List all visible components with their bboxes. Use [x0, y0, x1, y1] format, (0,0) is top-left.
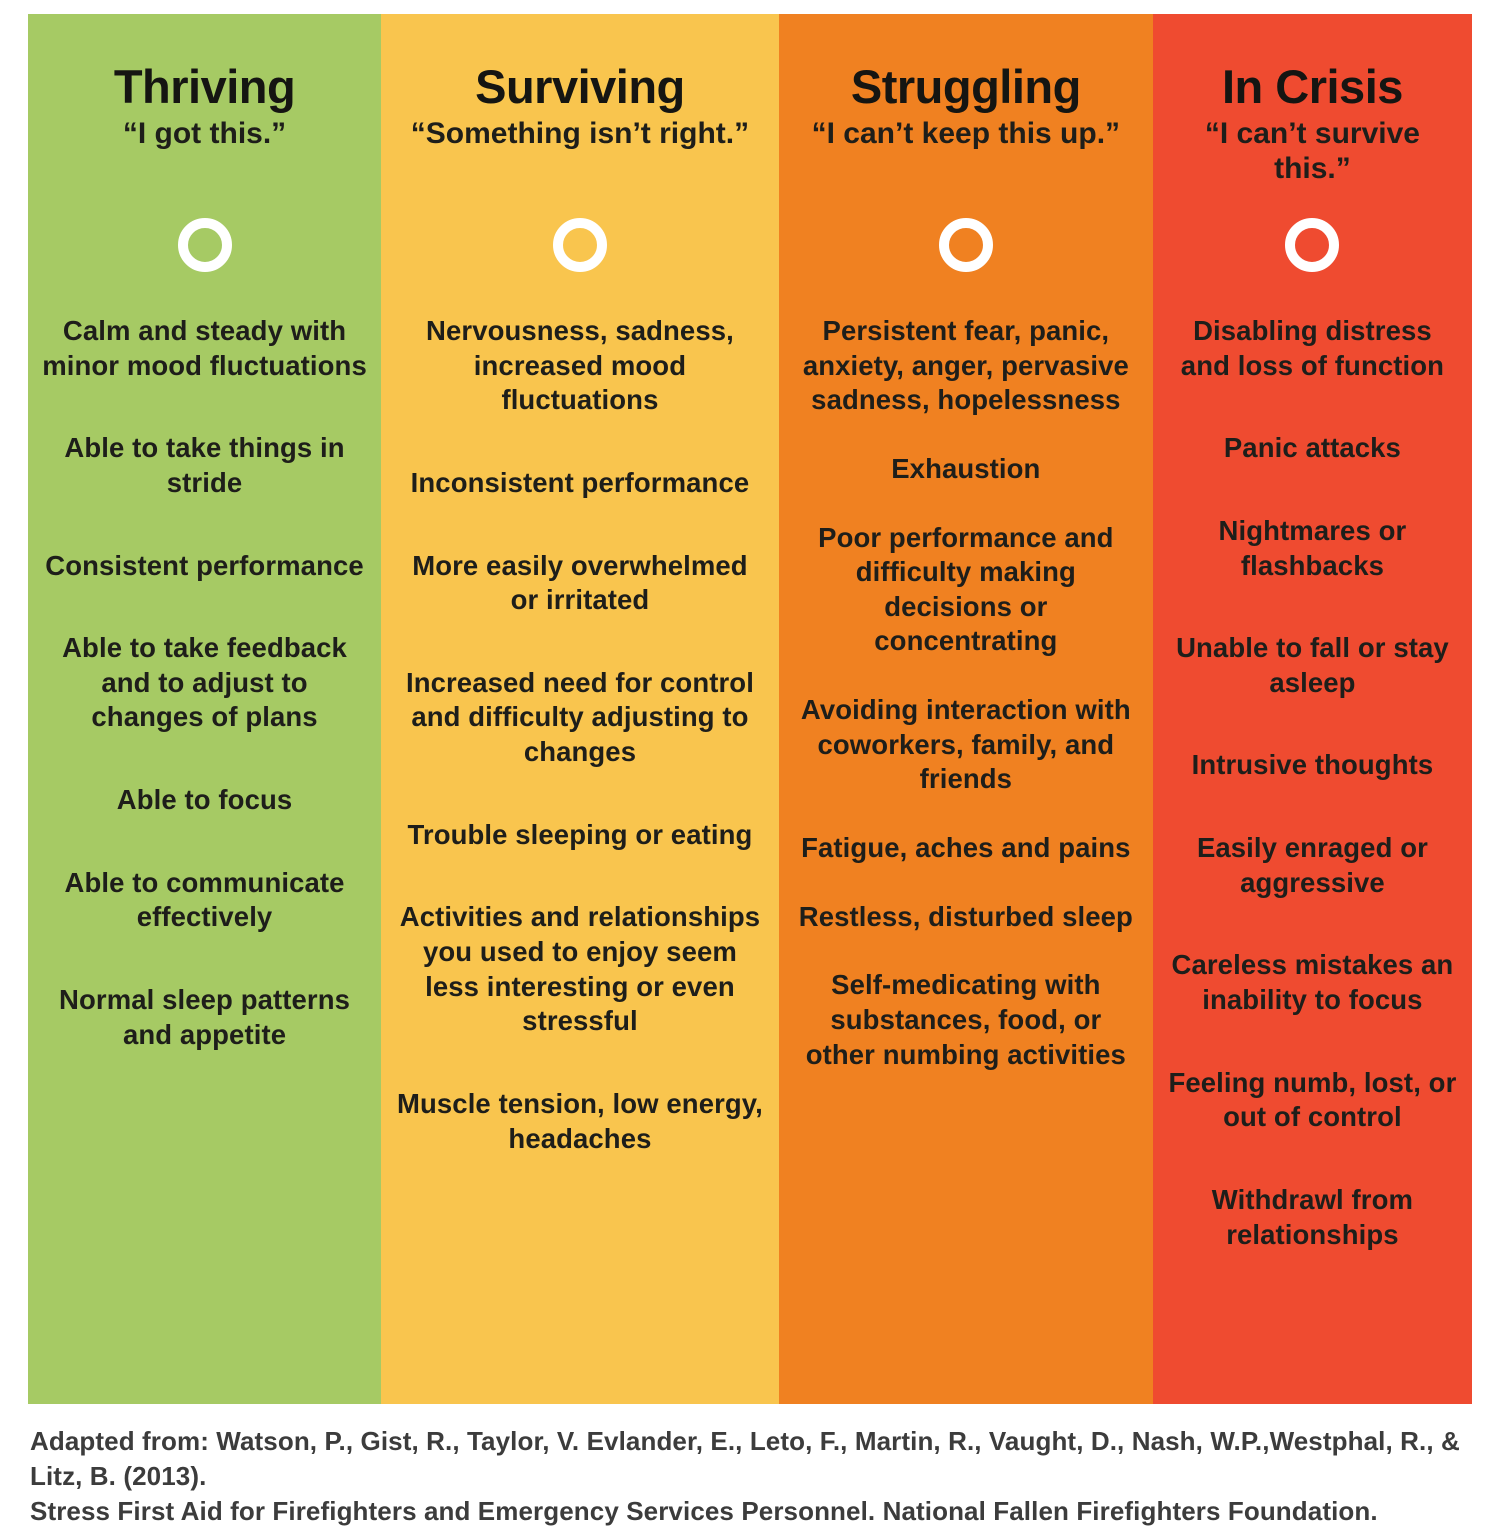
symptom-item: Inconsistent performance [410, 466, 750, 498]
column-title: Struggling [850, 60, 1081, 113]
column-header: Surviving “Something isn’t right.” [395, 62, 765, 232]
symptom-item: Trouble sleeping or eating [407, 818, 753, 850]
column-thriving: Thriving “I got this.” Calm and steady w… [28, 14, 382, 1404]
symptom-item: Withdrawl from relationships [1211, 1183, 1414, 1250]
symptom-item: Feeling numb, lost, or out of control [1168, 1066, 1457, 1133]
symptom-item: Nightmares or flashbacks [1218, 514, 1407, 581]
citation-line-2: Stress First Aid for Firefighters and Em… [30, 1496, 1378, 1527]
symptom-item: Muscle tension, low energy, headaches [397, 1087, 763, 1154]
column-title: In Crisis [1221, 60, 1403, 113]
symptom-item: Fatigue, aches and pains [801, 832, 1131, 864]
symptom-item: Calm and steady with minor mood fluctuat… [42, 315, 367, 381]
symptom-item: Able to focus [116, 784, 293, 816]
symptom-item: Restless, disturbed sleep [798, 900, 1133, 932]
symptom-list: Persistent fear, panic, anxiety, anger, … [793, 314, 1139, 1072]
column-header: In Crisis “I can’t survive this.” [1167, 62, 1458, 232]
symptom-item: Able to communicate effectively [64, 866, 345, 933]
citation-line-1: Adapted from: Watson, P., Gist, R., Tayl… [30, 1426, 1460, 1492]
footer-citation: Adapted from: Watson, P., Gist, R., Tayl… [30, 1424, 1474, 1529]
column-quote: “I can’t survive this.” [1204, 117, 1420, 185]
symptom-item: Able to take feedback and to adjust to c… [62, 632, 347, 733]
column-title: Surviving [475, 60, 685, 113]
column-quote: “I can’t keep this up.” [811, 117, 1121, 151]
symptom-list: Nervousness, sadness, increased mood flu… [395, 314, 765, 1156]
symptom-item: Poor performance and difficulty making d… [818, 521, 1114, 657]
symptom-item: Increased need for control and difficult… [405, 666, 754, 768]
column-header: Struggling “I can’t keep this up.” [793, 62, 1139, 232]
continuum-band: Thriving “I got this.” Calm and steady w… [28, 14, 1472, 1404]
symptom-item: Self-medicating with substances, food, o… [805, 969, 1126, 1070]
symptom-item: Careless mistakes an inability to focus [1171, 949, 1454, 1016]
symptom-item: Nervousness, sadness, increased mood flu… [426, 315, 734, 416]
column-in-crisis: In Crisis “I can’t survive this.” Disabl… [1152, 14, 1472, 1404]
symptom-item: Consistent performance [45, 549, 364, 581]
symptom-item: Easily enraged or aggressive [1196, 832, 1428, 898]
timeline-node-icon [1285, 218, 1340, 272]
symptom-item: More easily overwhelmed or irritated [412, 549, 748, 616]
column-surviving: Surviving “Something isn’t right.” Nervo… [381, 14, 779, 1404]
symptom-item: Persistent fear, panic, anxiety, anger, … [802, 315, 1129, 416]
symptom-item: Exhaustion [891, 452, 1041, 484]
column-quote: “Something isn’t right.” [410, 117, 750, 151]
symptom-item: Intrusive thoughts [1191, 749, 1434, 781]
symptom-item: Panic attacks [1223, 432, 1401, 464]
symptom-item: Normal sleep patterns and appetite [59, 984, 350, 1050]
column-header: Thriving “I got this.” [42, 62, 367, 232]
timeline-node-icon [938, 218, 993, 272]
symptom-list: Calm and steady with minor mood fluctuat… [42, 314, 367, 1052]
symptom-item: Activities and relationships you used to… [399, 901, 761, 1037]
timeline-node-icon [552, 218, 607, 272]
column-title: Thriving [113, 60, 296, 113]
timeline-node-icon [177, 218, 232, 272]
column-struggling: Struggling “I can’t keep this up.” Persi… [778, 14, 1153, 1404]
symptom-item: Disabling distress and loss of function [1180, 315, 1445, 381]
column-quote: “I got this.” [122, 117, 287, 151]
symptom-list: Disabling distress and loss of function P… [1167, 314, 1458, 1252]
symptom-item: Avoiding interaction with coworkers, fam… [800, 694, 1131, 795]
symptom-item: Able to take things in stride [64, 432, 345, 498]
symptom-item: Unable to fall or stay asleep [1176, 632, 1449, 698]
